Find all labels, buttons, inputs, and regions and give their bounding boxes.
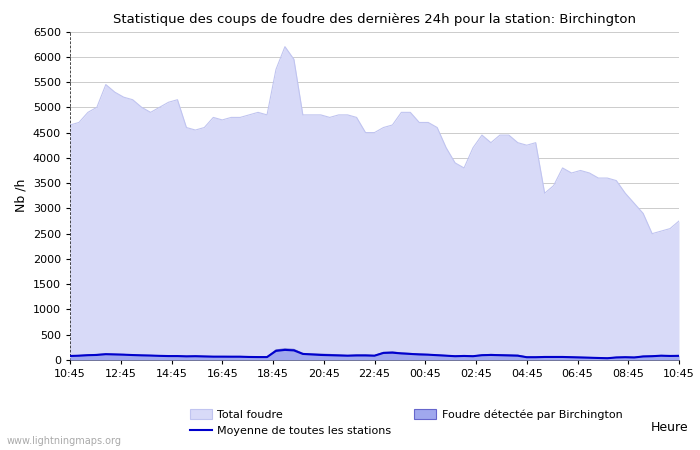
Title: Statistique des coups de foudre des dernières 24h pour la station: Birchington: Statistique des coups de foudre des dern… [113, 13, 636, 26]
Text: www.lightningmaps.org: www.lightningmaps.org [7, 436, 122, 446]
Legend: Total foudre, Moyenne de toutes les stations, Foudre détectée par Birchington: Total foudre, Moyenne de toutes les stat… [186, 405, 626, 441]
Text: Heure: Heure [651, 421, 689, 434]
Y-axis label: Nb /h: Nb /h [14, 179, 27, 212]
